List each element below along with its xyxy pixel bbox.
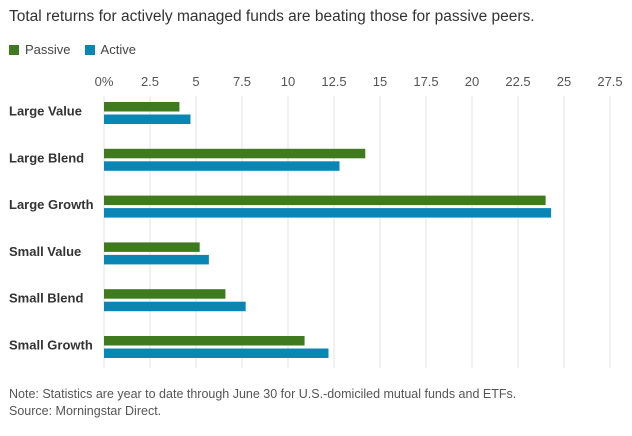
x-tick-label: 7.5 [233,74,251,89]
legend-label-passive: Passive [25,42,71,57]
bar-chart: 0% 2.5 5 7.5 10 12.5 15 17.5 20 22.5 25 27.5 Large V… [9,74,623,368]
x-tick-label: 2.5 [141,74,159,89]
bar-passive [104,148,366,159]
x-tick-label: 20 [465,74,479,89]
bar-passive [104,289,226,299]
x-tick-label: 0% [95,74,114,89]
bar-passive [104,242,200,252]
chart-title: Total returns for actively managed funds… [9,8,535,25]
legend: Passive Active [9,42,150,57]
x-tick-label: 17.5 [413,74,438,89]
legend-item-active: Active [84,42,136,57]
category-label: Small Blend [9,291,83,306]
bar-active [104,208,552,218]
x-tick-label: 25 [557,74,571,89]
bar-active [104,114,191,124]
bar-active [104,161,340,171]
x-tick-label: 10 [281,74,295,89]
x-tick-label: 5 [192,74,199,89]
chart-note: Note: Statistics are year to date throug… [9,386,516,420]
legend-swatch-active [84,44,95,55]
legend-label-active: Active [100,42,136,57]
x-tick-label: 27.5 [597,74,622,89]
category-label: Large Blend [9,150,84,165]
bar-passive [104,102,180,112]
x-tick-label: 22.5 [505,74,530,89]
bar-active [104,348,329,358]
category-label: Small Value [9,244,81,259]
bar-active [104,301,246,312]
bar-passive [104,195,546,206]
note-text: Note: Statistics are year to date throug… [9,387,517,401]
bar-passive [104,336,305,346]
bar-active [104,254,209,265]
legend-item-passive: Passive [9,42,71,57]
source-text: Source: Morningstar Direct. [9,404,162,418]
legend-swatch-passive [9,44,19,55]
category-label: Large Value [9,104,82,119]
category-label: Small Growth [9,338,93,353]
x-tick-label: 15 [373,74,387,89]
category-label: Large Growth [9,197,94,212]
x-tick-label: 12.5 [321,74,346,89]
